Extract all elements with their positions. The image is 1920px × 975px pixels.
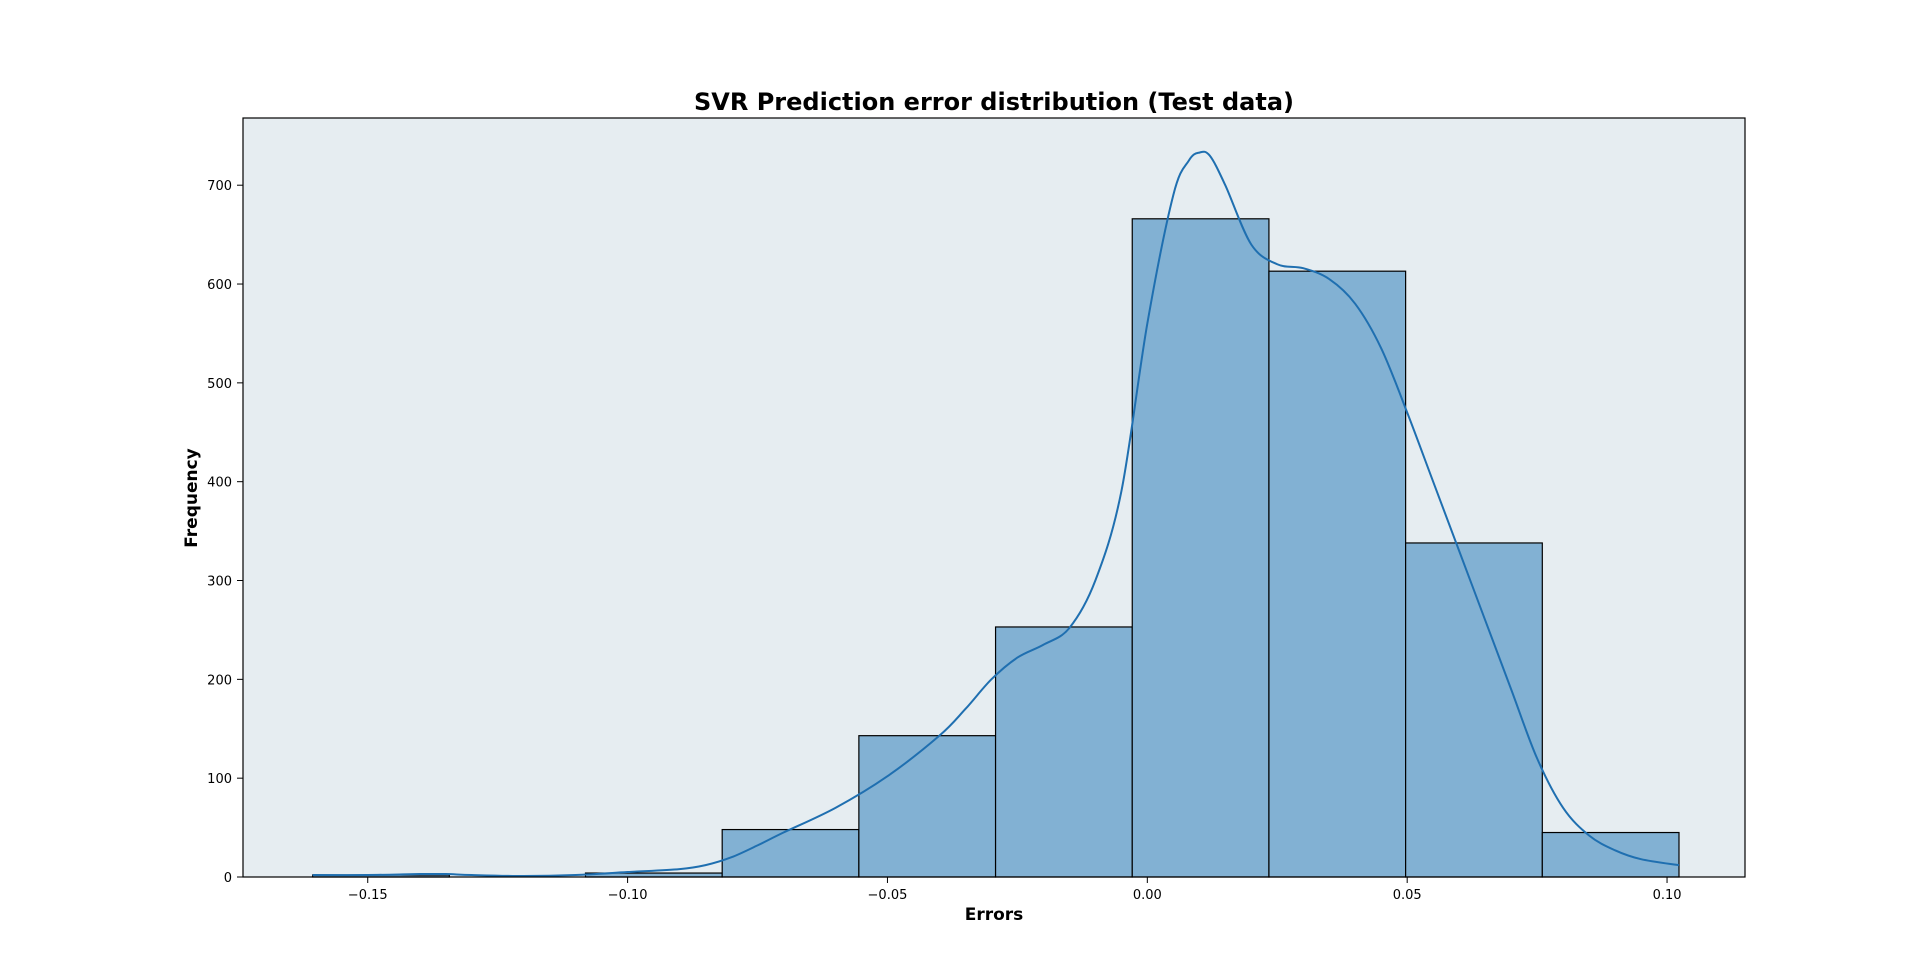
y-tick-label: 300 bbox=[207, 575, 232, 590]
x-axis-label: Errors bbox=[965, 905, 1024, 925]
histogram-bar-10 bbox=[1541, 831, 1680, 878]
x-axis-ticks: −0.15 −0.10 −0.05 0.00 0.05 0.10 bbox=[348, 877, 1682, 903]
histogram-bar-6 bbox=[994, 626, 1133, 878]
kde-curve bbox=[312, 150, 1680, 878]
y-tick-label: 400 bbox=[207, 476, 232, 491]
x-tick-label: 0.10 bbox=[1653, 888, 1682, 903]
plot-frame bbox=[242, 117, 1746, 878]
x-tick-label: −0.05 bbox=[868, 888, 908, 903]
y-tick-label: 500 bbox=[207, 377, 232, 392]
x-tick-label: −0.10 bbox=[608, 888, 648, 903]
x-tick-label: −0.15 bbox=[348, 888, 388, 903]
histogram-bar-8 bbox=[1268, 270, 1407, 878]
y-tick-label: 200 bbox=[207, 673, 232, 688]
chart-title: SVR Prediction error distribution (Test … bbox=[694, 88, 1294, 116]
y-tick-label: 600 bbox=[207, 278, 232, 293]
y-tick-label: 0 bbox=[224, 871, 232, 886]
histogram-bar-7 bbox=[1131, 218, 1270, 878]
x-tick-label: 0.00 bbox=[1133, 888, 1162, 903]
y-tick-label: 700 bbox=[207, 179, 232, 194]
histogram-bar-5 bbox=[858, 735, 997, 878]
y-axis-label: Frequency bbox=[182, 448, 202, 548]
y-axis-ticks: 0 100 200 300 400 500 600 700 bbox=[207, 179, 243, 886]
x-tick-label: 0.05 bbox=[1393, 888, 1422, 903]
y-tick-label: 100 bbox=[207, 772, 232, 787]
